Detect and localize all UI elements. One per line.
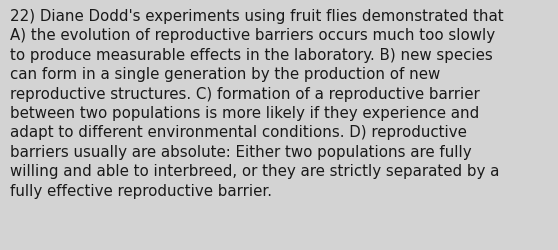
Text: 22) Diane Dodd's experiments using fruit flies demonstrated that
A) the evolutio: 22) Diane Dodd's experiments using fruit… <box>10 9 504 198</box>
